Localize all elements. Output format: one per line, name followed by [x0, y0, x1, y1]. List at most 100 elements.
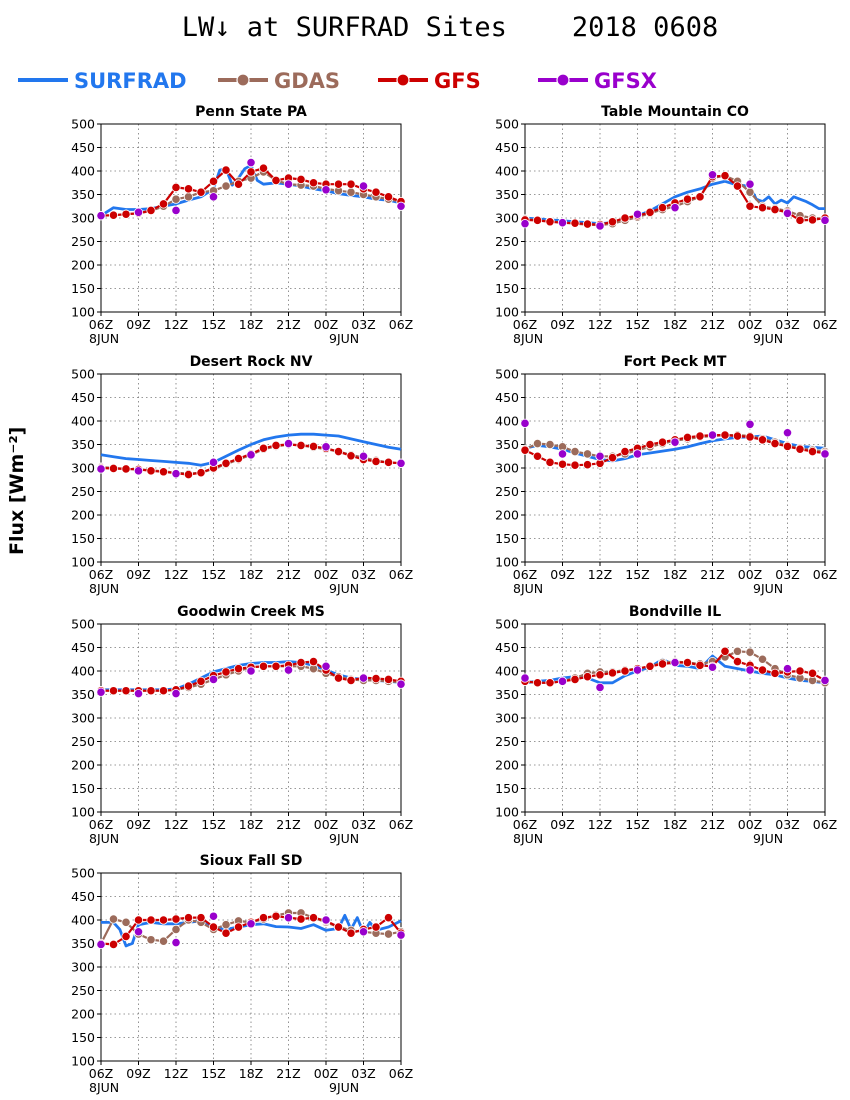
- data-point: [108, 686, 119, 696]
- y-tick-label: 250: [495, 234, 519, 249]
- y-tick-label: 100: [495, 555, 519, 570]
- data-point: [146, 686, 156, 696]
- x-tick-label: 03Z: [351, 1066, 375, 1081]
- data-point: [233, 664, 244, 674]
- data-point: [308, 441, 319, 451]
- data-point: [383, 457, 394, 467]
- data-point: [171, 194, 181, 204]
- data-point: [820, 449, 830, 459]
- data-point: [258, 913, 269, 923]
- y-tick-label: 200: [71, 758, 95, 773]
- x-tick-label: 03Z: [351, 317, 375, 332]
- data-point: [221, 165, 231, 175]
- data-point: [146, 205, 156, 216]
- data-point: [133, 207, 144, 217]
- y-tick-label: 300: [71, 211, 95, 226]
- x-tick-label: 09Z: [550, 317, 574, 332]
- data-point: [221, 920, 231, 930]
- data-point: [371, 673, 381, 684]
- x-tick-label: 00Z: [314, 1066, 338, 1081]
- x-tick-label: 06Z: [513, 817, 537, 832]
- data-point: [607, 453, 618, 463]
- data-point: [545, 457, 555, 467]
- data-point: [620, 213, 630, 223]
- x-tick-label: 00Z: [738, 317, 762, 332]
- data-point: [795, 666, 805, 676]
- data-point: [557, 449, 568, 459]
- y-tick-label: 500: [495, 117, 519, 132]
- data-point: [670, 437, 680, 447]
- x-tick-label: 03Z: [351, 567, 375, 582]
- data-point: [283, 665, 294, 675]
- y-tick-label: 400: [71, 164, 95, 179]
- data-point: [383, 192, 394, 202]
- data-point: [333, 446, 344, 457]
- y-tick-label: 150: [495, 781, 519, 796]
- data-point: [520, 418, 530, 428]
- x-tick-label: 15Z: [625, 567, 649, 582]
- x-tick-label: 00Z: [314, 817, 338, 832]
- series-surfrad: [100, 432, 402, 467]
- series-gfsx: [520, 418, 830, 461]
- x-tick-label: 15Z: [201, 317, 225, 332]
- x-date-label: 9JUN: [753, 581, 783, 596]
- data-point: [745, 647, 755, 657]
- data-point: [720, 646, 730, 656]
- data-point: [221, 181, 231, 191]
- y-tick-label: 250: [71, 983, 95, 998]
- data-point: [346, 187, 356, 197]
- y-tick-label: 350: [495, 437, 519, 452]
- data-point: [545, 678, 555, 688]
- data-point: [358, 181, 369, 191]
- data-point: [121, 209, 131, 219]
- data-point: [595, 682, 605, 693]
- data-point: [807, 446, 818, 457]
- x-tick-label: 18Z: [239, 817, 263, 832]
- x-date-label: 8JUN: [513, 581, 543, 596]
- panel-title: Bondville IL: [629, 604, 721, 620]
- data-point: [246, 919, 256, 929]
- y-tick-label: 150: [495, 531, 519, 546]
- x-tick-label: 15Z: [201, 817, 225, 832]
- data-point: [371, 187, 381, 197]
- data-point: [682, 194, 693, 204]
- x-tick-label: 12Z: [164, 567, 188, 582]
- x-tick-label: 09Z: [126, 567, 150, 582]
- data-point: [707, 170, 718, 180]
- data-point: [383, 674, 394, 685]
- data-point: [133, 927, 144, 937]
- data-point: [283, 179, 294, 189]
- y-tick-label: 500: [71, 617, 95, 632]
- y-tick-label: 300: [71, 711, 95, 726]
- data-point: [96, 939, 106, 950]
- data-point: [221, 458, 231, 468]
- panel-goodwin-creek-ms: Goodwin Creek MS 100 150 200 250 300 350 400 450…: [71, 604, 413, 846]
- data-point: [158, 467, 169, 477]
- y-tick-label: 450: [495, 640, 519, 655]
- data-point: [171, 182, 181, 193]
- x-tick-label: 18Z: [239, 317, 263, 332]
- x-tick-label: 09Z: [126, 317, 150, 332]
- data-point: [121, 917, 131, 927]
- series-gfsx: [520, 657, 830, 693]
- y-tick-label: 150: [71, 1030, 95, 1045]
- data-point: [782, 428, 793, 438]
- data-point: [745, 187, 755, 197]
- data-point: [258, 443, 269, 453]
- y-tick-label: 450: [71, 390, 95, 405]
- y-tick-label: 100: [495, 305, 519, 320]
- data-point: [146, 935, 156, 945]
- data-point: [208, 922, 219, 932]
- data-point: [757, 435, 768, 445]
- panel-title: Goodwin Creek MS: [177, 604, 325, 620]
- data-point: [321, 442, 331, 452]
- data-point: [233, 179, 244, 189]
- data-point: [732, 431, 743, 441]
- legend-item-gfs: GFS: [378, 69, 481, 93]
- data-point: [770, 438, 780, 449]
- data-point: [807, 215, 818, 225]
- data-point: [208, 674, 219, 685]
- page-title: LW↓ at SURFRAD Sites 2018 0608: [181, 12, 719, 43]
- data-point: [582, 672, 593, 682]
- data-point: [346, 451, 356, 461]
